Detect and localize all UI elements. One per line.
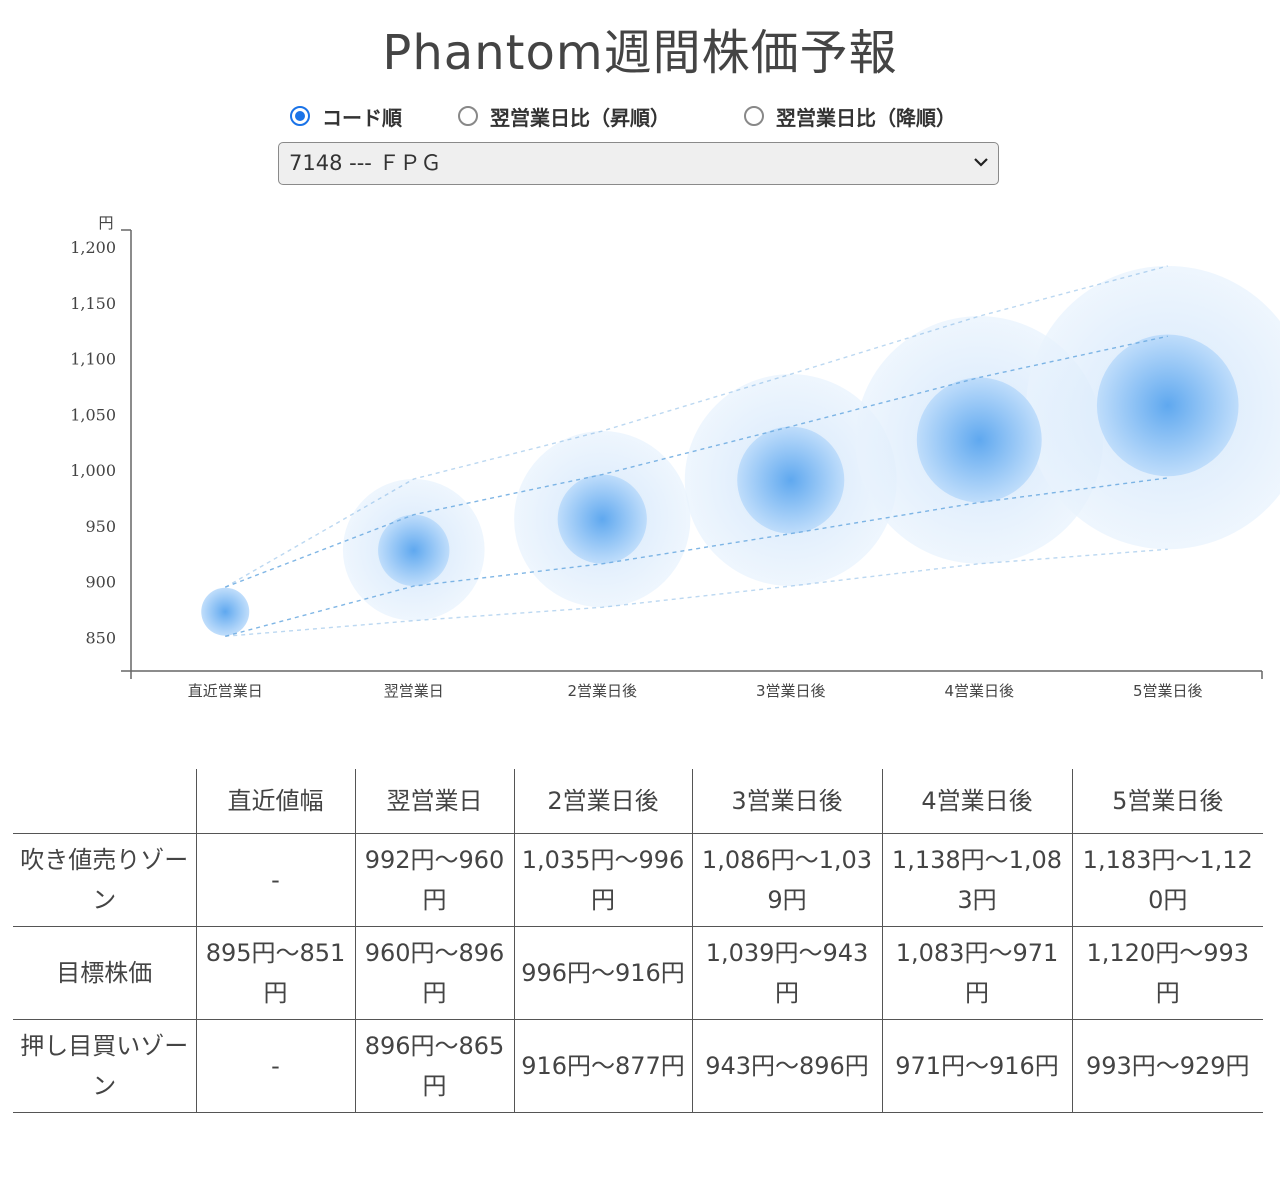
stock-select[interactable]: 7148 --- ＦＰＧ (278, 142, 999, 185)
table-header-cell: 5営業日後 (1071, 769, 1263, 834)
table-row-sell-zone: 吹き値売りゾーン - 992円～960円 1,035円～996円 1,086円～… (13, 833, 1263, 927)
forecast-bubble (1096, 334, 1239, 477)
table-cell: 943円～896円 (691, 1019, 883, 1113)
table-header-cell: 直近値幅 (195, 769, 356, 834)
radio-label: 翌営業日比（昇順） (490, 105, 670, 130)
table-cell: 996円～916円 (513, 926, 693, 1020)
radio-label: コード順 (322, 105, 402, 130)
forecast-chart: 円 1,200 1,150 1,100 1,050 1,000 950 900 850 直近営業日… (70, 214, 1280, 700)
forecast-bubble (201, 587, 250, 636)
table-cell: 916円～877円 (513, 1019, 693, 1113)
row-label: 吹き値売りゾーン (13, 833, 197, 927)
y-tick-label: 1,050 (70, 405, 116, 424)
table-header-cell (13, 769, 197, 834)
forecast-bubble (737, 426, 845, 534)
stock-select-value: 7148 --- ＦＰＧ (289, 151, 442, 175)
table-cell: 1,183円～1,120円 (1071, 833, 1263, 927)
chevron-down-icon[interactable] (974, 143, 988, 199)
outer-lower-line (225, 548, 1168, 637)
radio-sort-next-day-asc[interactable]: 翌営業日比（昇順） (458, 98, 670, 134)
table-cell: 960円～896円 (354, 926, 515, 1020)
y-tick-label: 900 (85, 573, 116, 592)
table-row-buy-zone: 押し目買いゾーン - 896円～865円 916円～877円 943円～896円… (13, 1019, 1263, 1113)
row-label: 目標株価 (13, 926, 197, 1020)
page-title: Phantom週間株価予報 (382, 25, 898, 81)
y-axis-unit-label: 円 (98, 214, 113, 232)
table-cell: - (195, 833, 356, 927)
table-cell: 1,120円～993円 (1071, 926, 1263, 1020)
table-cell: 992円～960円 (354, 833, 515, 927)
table-cell: 1,138円～1,083円 (881, 833, 1073, 927)
x-tick-label: 直近営業日 (188, 682, 263, 700)
forecast-bubble (378, 514, 450, 587)
y-tick-label: 1,000 (70, 461, 116, 480)
table-header-cell: 4営業日後 (881, 769, 1073, 834)
table-header-row: 直近値幅 翌営業日 2営業日後 3営業日後 4営業日後 5営業日後 (13, 769, 1263, 834)
table-cell: 896円～865円 (354, 1019, 515, 1113)
table-header-cell: 2営業日後 (513, 769, 693, 834)
radio-dot-icon[interactable] (290, 106, 310, 126)
table-cell: 1,035円～996円 (513, 833, 693, 927)
radio-dot-icon[interactable] (744, 106, 764, 126)
y-tick-label: 1,200 (70, 238, 116, 257)
table-header-cell: 翌営業日 (354, 769, 515, 834)
x-tick-label: 翌営業日 (384, 682, 444, 700)
y-tick-label: 850 (85, 628, 116, 647)
inner-upper-line (224, 335, 1168, 588)
radio-sort-code[interactable]: コード順 (290, 98, 402, 134)
table-row-target-price: 目標株価 895円～851円 960円～896円 996円～916円 1,039… (13, 926, 1263, 1020)
table-cell: 1,083円～971円 (881, 926, 1073, 1020)
forecast-table: 直近値幅 翌営業日 2営業日後 3営業日後 4営業日後 5営業日後 吹き値売りゾ… (13, 769, 1263, 1113)
table-cell: 1,039円～943円 (691, 926, 883, 1020)
radio-label: 翌営業日比（降順） (776, 105, 956, 130)
forecast-bubble (557, 474, 647, 564)
x-tick-label: 2営業日後 (567, 682, 637, 700)
radio-dot-icon[interactable] (458, 106, 478, 126)
table-cell: 993円～929円 (1071, 1019, 1263, 1113)
sort-radio-group: コード順 翌営業日比（昇順） 翌営業日比（降順） (0, 98, 1280, 134)
radio-sort-next-day-desc[interactable]: 翌営業日比（降順） (744, 98, 956, 134)
y-tick-label: 1,150 (70, 294, 116, 313)
y-tick-label: 950 (85, 517, 116, 536)
table-cell: 971円～916円 (881, 1019, 1073, 1113)
y-tick-label: 1,100 (70, 350, 116, 369)
table-cell: 895円～851円 (195, 926, 356, 1020)
x-tick-label: 3営業日後 (756, 682, 826, 700)
x-tick-label: 4営業日後 (944, 682, 1014, 700)
table-cell: - (195, 1019, 356, 1113)
table-header-cell: 3営業日後 (691, 769, 883, 834)
inner-lower-line (225, 477, 1168, 637)
x-tick-label: 5営業日後 (1133, 682, 1203, 700)
row-label: 押し目買いゾーン (13, 1019, 197, 1113)
forecast-bubble (916, 377, 1042, 503)
table-cell: 1,086円～1,039円 (691, 833, 883, 927)
